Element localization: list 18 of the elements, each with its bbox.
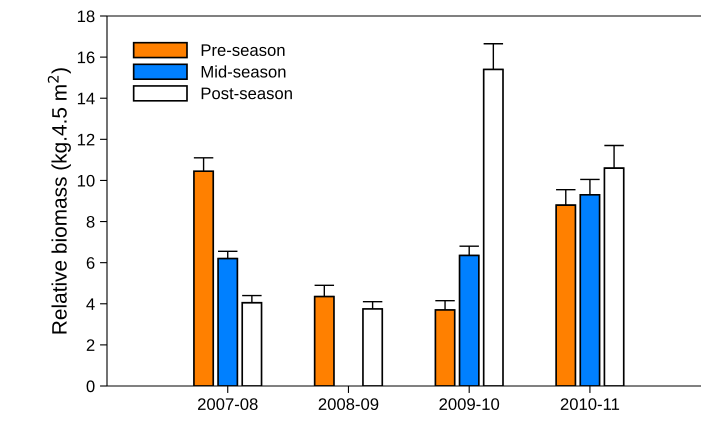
y-tick-label: 14 xyxy=(78,92,95,104)
y-tick-label: 2 xyxy=(86,339,94,351)
y-tick-label: 6 xyxy=(86,257,94,269)
legend-label: Mid-season xyxy=(202,65,286,78)
y-tick-label: 4 xyxy=(86,298,95,310)
y-tick-label: 0 xyxy=(86,380,95,392)
x-tick-label: 2010-11 xyxy=(560,398,620,410)
x-tick-label: 2008-09 xyxy=(318,398,378,410)
y-tick-label: 12 xyxy=(78,134,94,146)
y-axis-title: Relative biomass (kg.4.5 m$^{2}$) xyxy=(48,68,71,334)
y-tick-label: 8 xyxy=(86,216,94,228)
y-tick-label: 16 xyxy=(78,52,94,64)
x-tick-label: 2009-10 xyxy=(439,398,500,410)
legend-label: Post-season xyxy=(202,88,292,100)
x-tick-label: 2007-08 xyxy=(198,398,258,410)
y-tick-label: 18 xyxy=(78,10,94,22)
y-tick-label: 10 xyxy=(78,174,95,187)
legend-label: Pre-season xyxy=(202,44,284,56)
